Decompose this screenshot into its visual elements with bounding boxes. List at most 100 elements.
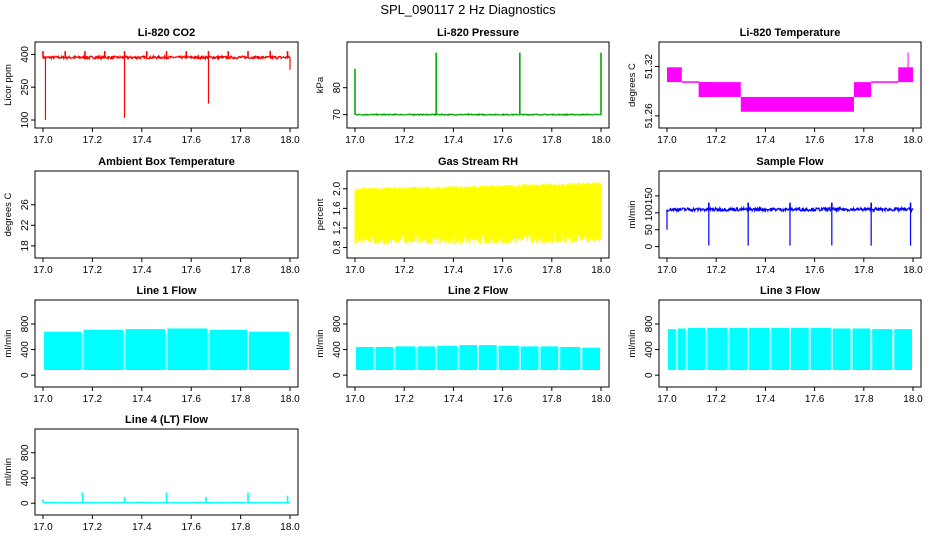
plot-frame xyxy=(34,170,299,259)
y-tick-label: 250 xyxy=(20,78,31,95)
plot-frame xyxy=(658,41,922,129)
flow-block xyxy=(832,328,851,371)
panel-title: Line 2 Flow xyxy=(448,285,508,297)
flow-block xyxy=(375,347,394,371)
flow-block xyxy=(209,329,248,371)
y-axis-label: Licor ppm xyxy=(3,64,14,106)
x-tick-label: 17.2 xyxy=(706,135,726,146)
y-tick-label: 51.26 xyxy=(644,103,655,128)
temp-band xyxy=(698,82,741,97)
plot-area xyxy=(355,345,601,371)
panel-licor_temp: Li-820 Temperature 17.0 17.2 17.4 17.6 17.8 18… xyxy=(627,27,923,146)
x-axis: 17.0 17.2 17.4 17.6 17.8 18.0 xyxy=(657,386,923,405)
x-axis: 17.0 17.2 17.4 17.6 17.8 18.0 xyxy=(345,257,611,276)
x-axis: 17.0 17.2 17.4 17.6 17.8 18.0 xyxy=(33,127,300,146)
x-tick-label: 17.0 xyxy=(345,265,365,276)
x-tick-label: 17.4 xyxy=(132,135,152,146)
y-tick-label: 26 xyxy=(20,199,31,211)
x-tick-label: 17.0 xyxy=(33,135,53,146)
y-tick-label: 50 xyxy=(644,224,655,236)
flow-block xyxy=(810,327,831,371)
x-tick-label: 17.2 xyxy=(394,394,414,405)
panel-title: Li-820 Pressure xyxy=(437,27,519,39)
panel-title: Line 3 Flow xyxy=(760,285,820,297)
y-axis-label: ml/min xyxy=(627,201,638,229)
flow-block xyxy=(125,329,166,371)
figure-title: SPL_090117 2 Hz Diagnostics xyxy=(380,2,556,17)
y-tick-label: 22 xyxy=(20,219,31,231)
x-tick-label: 17.2 xyxy=(83,522,103,533)
y-tick-label: 1.6 xyxy=(332,201,343,215)
flow-block xyxy=(790,327,809,371)
x-tick-label: 18.0 xyxy=(903,135,923,146)
panel-title: Line 1 Flow xyxy=(137,285,197,297)
x-tick-label: 17.4 xyxy=(756,135,776,146)
x-axis: 17.0 17.2 17.4 17.6 17.8 18.0 xyxy=(33,514,300,533)
rh-band xyxy=(354,182,602,245)
y-axis-label: percent xyxy=(315,198,326,230)
series-line xyxy=(42,53,291,61)
x-tick-label: 17.4 xyxy=(756,265,776,276)
y-axis: 51.26 51.32 degrees C xyxy=(627,54,660,128)
y-tick-label: 100 xyxy=(20,111,31,128)
y-axis-label: kPa xyxy=(315,76,326,93)
flow-block xyxy=(560,347,581,371)
panel-pressure: Li-820 Pressure 17.0 17.2 17.4 17.6 17.8 18.0 7… xyxy=(315,27,611,146)
y-axis-label: ml/min xyxy=(315,330,326,358)
x-tick-label: 17.0 xyxy=(657,394,677,405)
y-tick-label: 400 xyxy=(20,469,31,486)
flow-block xyxy=(749,327,770,371)
panel-title: Ambient Box Temperature xyxy=(98,156,235,168)
panel-line4: Line 4 (LT) Flow 17.0 17.2 17.4 17.6 17.8 18.0… xyxy=(3,414,300,533)
x-tick-label: 17.0 xyxy=(657,265,677,276)
x-tick-label: 17.2 xyxy=(706,394,726,405)
x-tick-label: 17.2 xyxy=(706,265,726,276)
panel-line3: Line 3 Flow 17.0 17.2 17.4 17.6 17.8 18.0 0 400 8… xyxy=(627,285,923,405)
temp-band xyxy=(740,96,854,112)
flow-block xyxy=(729,327,748,371)
x-tick-label: 17.8 xyxy=(231,394,251,405)
x-tick-label: 17.0 xyxy=(33,265,53,276)
flow-block xyxy=(582,347,601,371)
y-axis: 0 400 800 ml/min xyxy=(3,315,36,378)
x-tick-label: 17.6 xyxy=(493,135,513,146)
x-tick-label: 17.6 xyxy=(493,265,513,276)
x-tick-label: 18.0 xyxy=(903,265,923,276)
y-axis: 100 250 400 Licor ppm xyxy=(3,46,36,128)
flow-block xyxy=(355,347,374,371)
x-axis: 17.0 17.2 17.4 17.6 17.8 18.0 xyxy=(657,257,923,276)
y-tick-label: 51.32 xyxy=(644,54,655,79)
flow-block xyxy=(395,346,416,371)
flow-block xyxy=(520,346,539,371)
x-tick-label: 18.0 xyxy=(280,394,300,405)
temp-band xyxy=(853,82,872,97)
x-axis: 17.0 17.2 17.4 17.6 17.8 18.0 xyxy=(33,257,300,276)
panel-title: Sample Flow xyxy=(756,156,824,168)
y-tick-label: 800 xyxy=(20,315,31,332)
x-tick-label: 18.0 xyxy=(280,522,300,533)
y-tick-label: 150 xyxy=(644,187,655,204)
x-axis: 17.0 17.2 17.4 17.6 17.8 18.0 xyxy=(345,386,611,405)
panel-line2: Line 2 Flow 17.0 17.2 17.4 17.6 17.8 18.0 0 400 8… xyxy=(315,285,611,405)
y-axis: 0 400 800 ml/min xyxy=(3,444,36,506)
x-tick-label: 17.8 xyxy=(854,265,874,276)
y-axis: 0 400 800 ml/min xyxy=(315,315,348,378)
x-tick-label: 17.2 xyxy=(83,265,103,276)
x-tick-label: 17.4 xyxy=(132,522,152,533)
y-tick-label: 400 xyxy=(644,341,655,358)
x-tick-label: 17.0 xyxy=(657,135,677,146)
panel-co2: Li-820 CO2 17.0 17.2 17.4 17.6 17.8 18.0 100 250… xyxy=(3,27,300,146)
panel-title: Li-820 CO2 xyxy=(138,27,195,39)
flow-block xyxy=(667,329,676,371)
panel-title: Line 4 (LT) Flow xyxy=(125,414,208,426)
flow-block xyxy=(417,346,436,371)
x-axis: 17.0 17.2 17.4 17.6 17.8 18.0 xyxy=(657,127,923,146)
y-tick-label: 0 xyxy=(20,500,31,506)
panel-rh: Gas Stream RH 17.0 17.2 17.4 17.6 17.8 18.0 0.8… xyxy=(315,156,611,276)
x-tick-label: 17.2 xyxy=(83,135,103,146)
x-tick-label: 17.6 xyxy=(493,394,513,405)
x-tick-label: 17.4 xyxy=(444,135,464,146)
flow-block xyxy=(478,345,497,371)
x-tick-label: 17.2 xyxy=(394,265,414,276)
